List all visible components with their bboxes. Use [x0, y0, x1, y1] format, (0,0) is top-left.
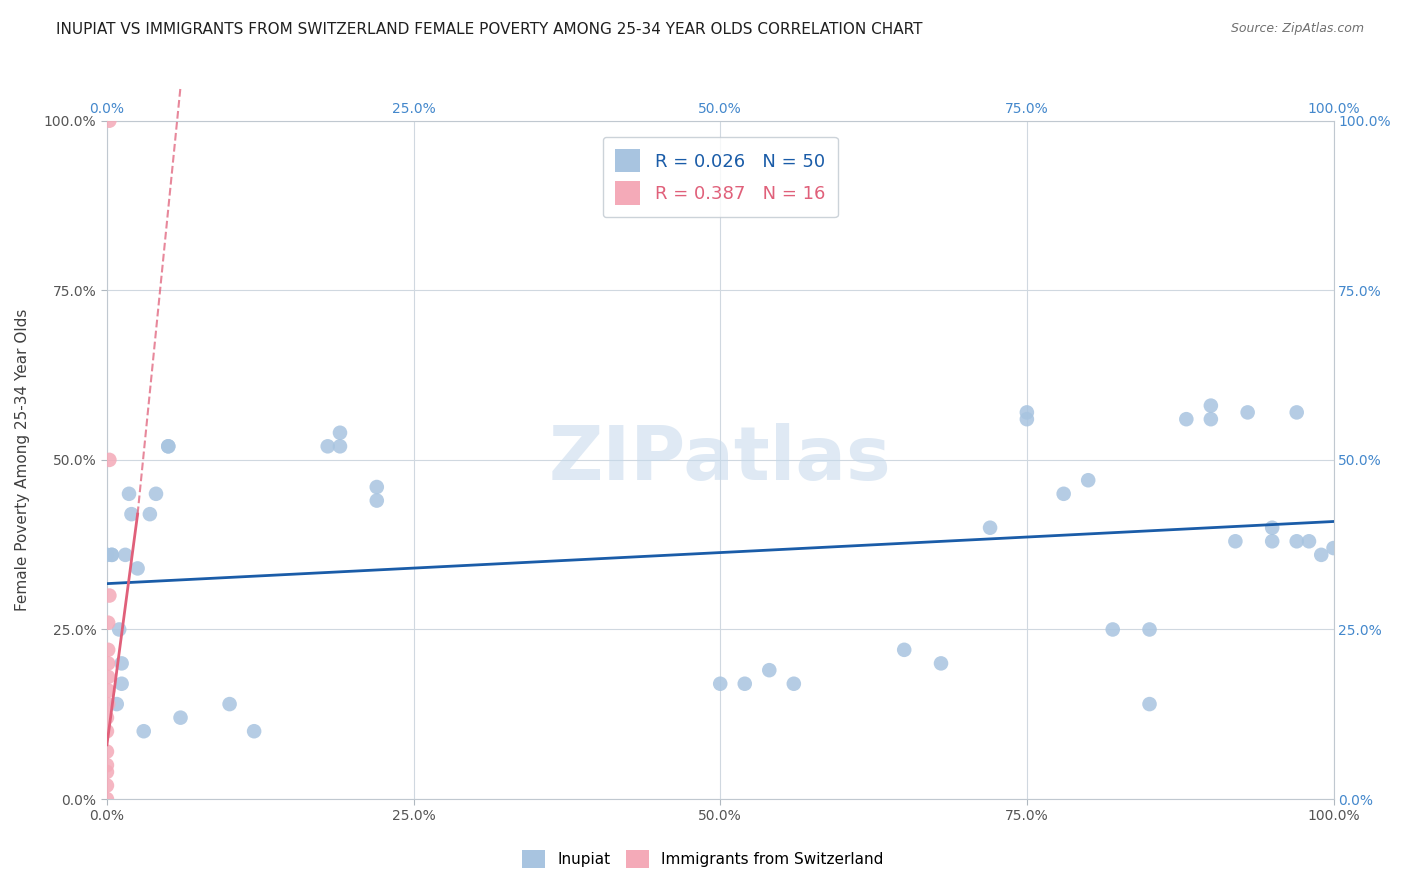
Point — [98, 113, 121, 128]
Text: ZIPatlas: ZIPatlas — [548, 424, 891, 496]
Point — [127, 561, 149, 575]
Text: Source: ZipAtlas.com: Source: ZipAtlas.com — [1230, 22, 1364, 36]
Point — [329, 439, 352, 453]
Point — [97, 643, 120, 657]
Point — [96, 758, 118, 772]
Point — [101, 548, 124, 562]
Point — [1225, 534, 1247, 549]
Point — [1322, 541, 1344, 555]
Point — [139, 507, 162, 521]
Point — [97, 683, 120, 698]
Point — [108, 623, 131, 637]
Point — [709, 677, 731, 691]
Legend: R = 0.026   N = 50, R = 0.387   N = 16: R = 0.026 N = 50, R = 0.387 N = 16 — [603, 136, 838, 218]
Point — [1139, 623, 1161, 637]
Point — [96, 745, 118, 759]
Point — [329, 425, 352, 440]
Point — [97, 657, 120, 671]
Point — [169, 711, 191, 725]
Point — [96, 711, 118, 725]
Point — [105, 697, 128, 711]
Point — [1077, 473, 1099, 487]
Point — [96, 792, 118, 806]
Point — [929, 657, 952, 671]
Point — [132, 724, 155, 739]
Point — [1199, 399, 1222, 413]
Point — [758, 663, 780, 677]
Point — [366, 480, 388, 494]
Point — [111, 677, 134, 691]
Point — [98, 589, 121, 603]
Point — [97, 670, 120, 684]
Legend: Inupiat, Immigrants from Switzerland: Inupiat, Immigrants from Switzerland — [516, 844, 890, 873]
Y-axis label: Female Poverty Among 25-34 Year Olds: Female Poverty Among 25-34 Year Olds — [15, 309, 30, 611]
Point — [1236, 405, 1258, 419]
Point — [97, 697, 120, 711]
Point — [111, 657, 134, 671]
Point — [1199, 412, 1222, 426]
Point — [96, 779, 118, 793]
Point — [1310, 548, 1333, 562]
Point — [1298, 534, 1320, 549]
Point — [1261, 521, 1284, 535]
Point — [96, 548, 118, 562]
Point — [1139, 697, 1161, 711]
Point — [145, 487, 167, 501]
Point — [157, 439, 180, 453]
Point — [157, 439, 180, 453]
Point — [1285, 534, 1308, 549]
Point — [114, 548, 136, 562]
Point — [316, 439, 339, 453]
Point — [1053, 487, 1076, 501]
Point — [366, 493, 388, 508]
Point — [96, 764, 118, 779]
Point — [734, 677, 756, 691]
Point — [1015, 412, 1038, 426]
Point — [1015, 405, 1038, 419]
Point — [98, 453, 121, 467]
Text: INUPIAT VS IMMIGRANTS FROM SWITZERLAND FEMALE POVERTY AMONG 25-34 YEAR OLDS CORR: INUPIAT VS IMMIGRANTS FROM SWITZERLAND F… — [56, 22, 922, 37]
Point — [118, 487, 141, 501]
Point — [101, 548, 124, 562]
Point — [97, 615, 120, 630]
Point — [1261, 534, 1284, 549]
Point — [121, 507, 143, 521]
Point — [783, 677, 806, 691]
Point — [96, 724, 118, 739]
Point — [1175, 412, 1198, 426]
Point — [218, 697, 240, 711]
Point — [979, 521, 1001, 535]
Point — [893, 643, 915, 657]
Point — [1101, 623, 1123, 637]
Point — [1285, 405, 1308, 419]
Point — [243, 724, 266, 739]
